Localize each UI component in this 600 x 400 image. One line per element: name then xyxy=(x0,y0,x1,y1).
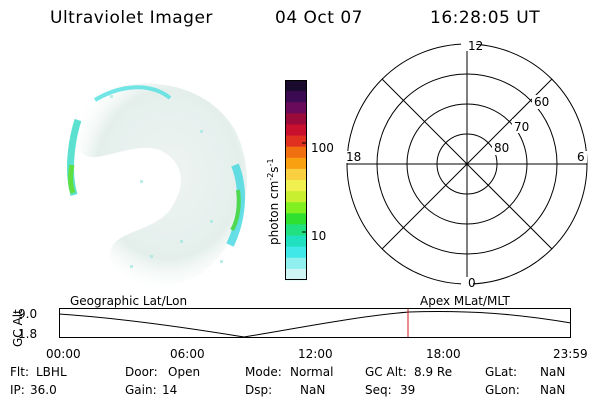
apex-title: Apex MLat/MLT xyxy=(420,294,510,308)
date-label: 04 Oct 07 xyxy=(275,8,363,28)
aurora-core-right xyxy=(230,189,241,232)
mlt-label-18: 18 xyxy=(346,150,361,164)
door-label: Door: xyxy=(125,365,158,379)
altitude-curve xyxy=(58,310,572,338)
glon-label: GLon: xyxy=(485,383,520,397)
colorbar-segment xyxy=(285,124,307,137)
colorbar-frame xyxy=(285,80,307,280)
flt-label: Flt: xyxy=(10,365,29,379)
mlat-label-80: 80 xyxy=(494,141,509,155)
colorbar-segment xyxy=(285,146,307,159)
mlt-label-12: 12 xyxy=(468,39,483,53)
gcalt-label: GC Alt: xyxy=(365,365,407,379)
unit-base: photon cm xyxy=(267,180,281,245)
unit-exp2: -1 xyxy=(266,158,275,167)
mode-value: Normal xyxy=(290,365,334,379)
unit-s: s xyxy=(267,166,281,173)
time-tick-1800: 18:00 xyxy=(426,347,461,361)
colorbar-segment xyxy=(285,224,307,237)
colorbar-segment xyxy=(285,135,307,148)
glat-label: GLat: xyxy=(485,365,518,379)
colorbar-segment xyxy=(285,235,307,248)
gain-label: Gain: xyxy=(125,383,157,397)
colorbar-segment xyxy=(285,268,307,281)
flt-value: LBHL xyxy=(36,365,67,379)
door-value: Open xyxy=(168,365,201,379)
colorbar-segment xyxy=(285,168,307,181)
seq-label: Seq: xyxy=(365,383,392,397)
dsp-value: NaN xyxy=(300,383,326,397)
colorbar-segment xyxy=(285,202,307,214)
colorbar-segment xyxy=(285,113,307,125)
ip-value: 36.0 xyxy=(30,383,57,397)
colorbar-tick-100: 100 xyxy=(311,141,334,155)
alt-tick-high: 9.0 xyxy=(18,307,38,321)
mlt-label-0: 0 xyxy=(468,276,476,290)
aurora-arc-top xyxy=(93,85,172,102)
gain-value: 14 xyxy=(162,383,178,397)
glon-value: NaN xyxy=(540,383,566,397)
ip-label: IP: xyxy=(10,383,25,397)
instrument-title: Ultraviolet Imager xyxy=(50,8,213,28)
colorbar-segment xyxy=(285,157,307,170)
colorbar-segment xyxy=(285,180,307,192)
image-background xyxy=(72,83,248,286)
unit-exp1: -2 xyxy=(266,172,275,181)
altitude-plot-frame xyxy=(59,308,571,338)
dsp-label: Dsp: xyxy=(245,383,273,397)
colorbar-segment xyxy=(285,257,307,270)
alt-tick-low: 1.8 xyxy=(18,327,38,341)
colorbar-segment xyxy=(285,91,307,103)
colorbar-segment xyxy=(285,246,307,259)
colorbar-segment xyxy=(285,213,307,225)
auroral-image xyxy=(67,83,248,286)
gcalt-value: 8.9 Re xyxy=(414,365,453,379)
colorbar-segment xyxy=(285,102,307,114)
mlat-label-70: 70 xyxy=(514,120,529,134)
geographic-title: Geographic Lat/Lon xyxy=(70,294,188,308)
polar-diagonal-2 xyxy=(381,78,553,250)
time-tick-1200: 12:00 xyxy=(298,347,333,361)
seq-value: 39 xyxy=(400,383,416,397)
colorbar-segment xyxy=(285,80,307,92)
mlt-label-6: 6 xyxy=(577,150,585,164)
altitude-plot xyxy=(58,308,572,338)
colorbar-unit-label: photon cm-2s-1 xyxy=(266,158,281,245)
time-tick-0600: 06:00 xyxy=(170,347,205,361)
mlat-label-60: 60 xyxy=(534,95,549,109)
time-tick-2359: 23:59 xyxy=(553,347,588,361)
glat-value: NaN xyxy=(540,365,566,379)
colorbar-tick-10: 10 xyxy=(311,229,327,243)
mode-label: Mode: xyxy=(245,365,282,379)
colorbar xyxy=(285,80,307,281)
aurora-core-left xyxy=(68,164,76,194)
colorbar-segment xyxy=(285,191,307,203)
time-label: 16:28:05 UT xyxy=(430,8,541,28)
polar-grid: 12 0 18 6 60 70 80 xyxy=(344,39,588,290)
aurora-speckles xyxy=(110,95,223,268)
time-tick-0000: 00:00 xyxy=(46,347,81,361)
